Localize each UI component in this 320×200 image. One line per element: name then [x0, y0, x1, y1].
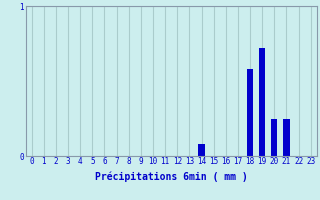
Bar	[247, 69, 253, 156]
Bar	[198, 144, 204, 156]
X-axis label: Précipitations 6min ( mm ): Précipitations 6min ( mm )	[95, 172, 248, 182]
Bar	[284, 118, 290, 156]
Bar	[271, 118, 277, 156]
Bar	[259, 48, 265, 156]
